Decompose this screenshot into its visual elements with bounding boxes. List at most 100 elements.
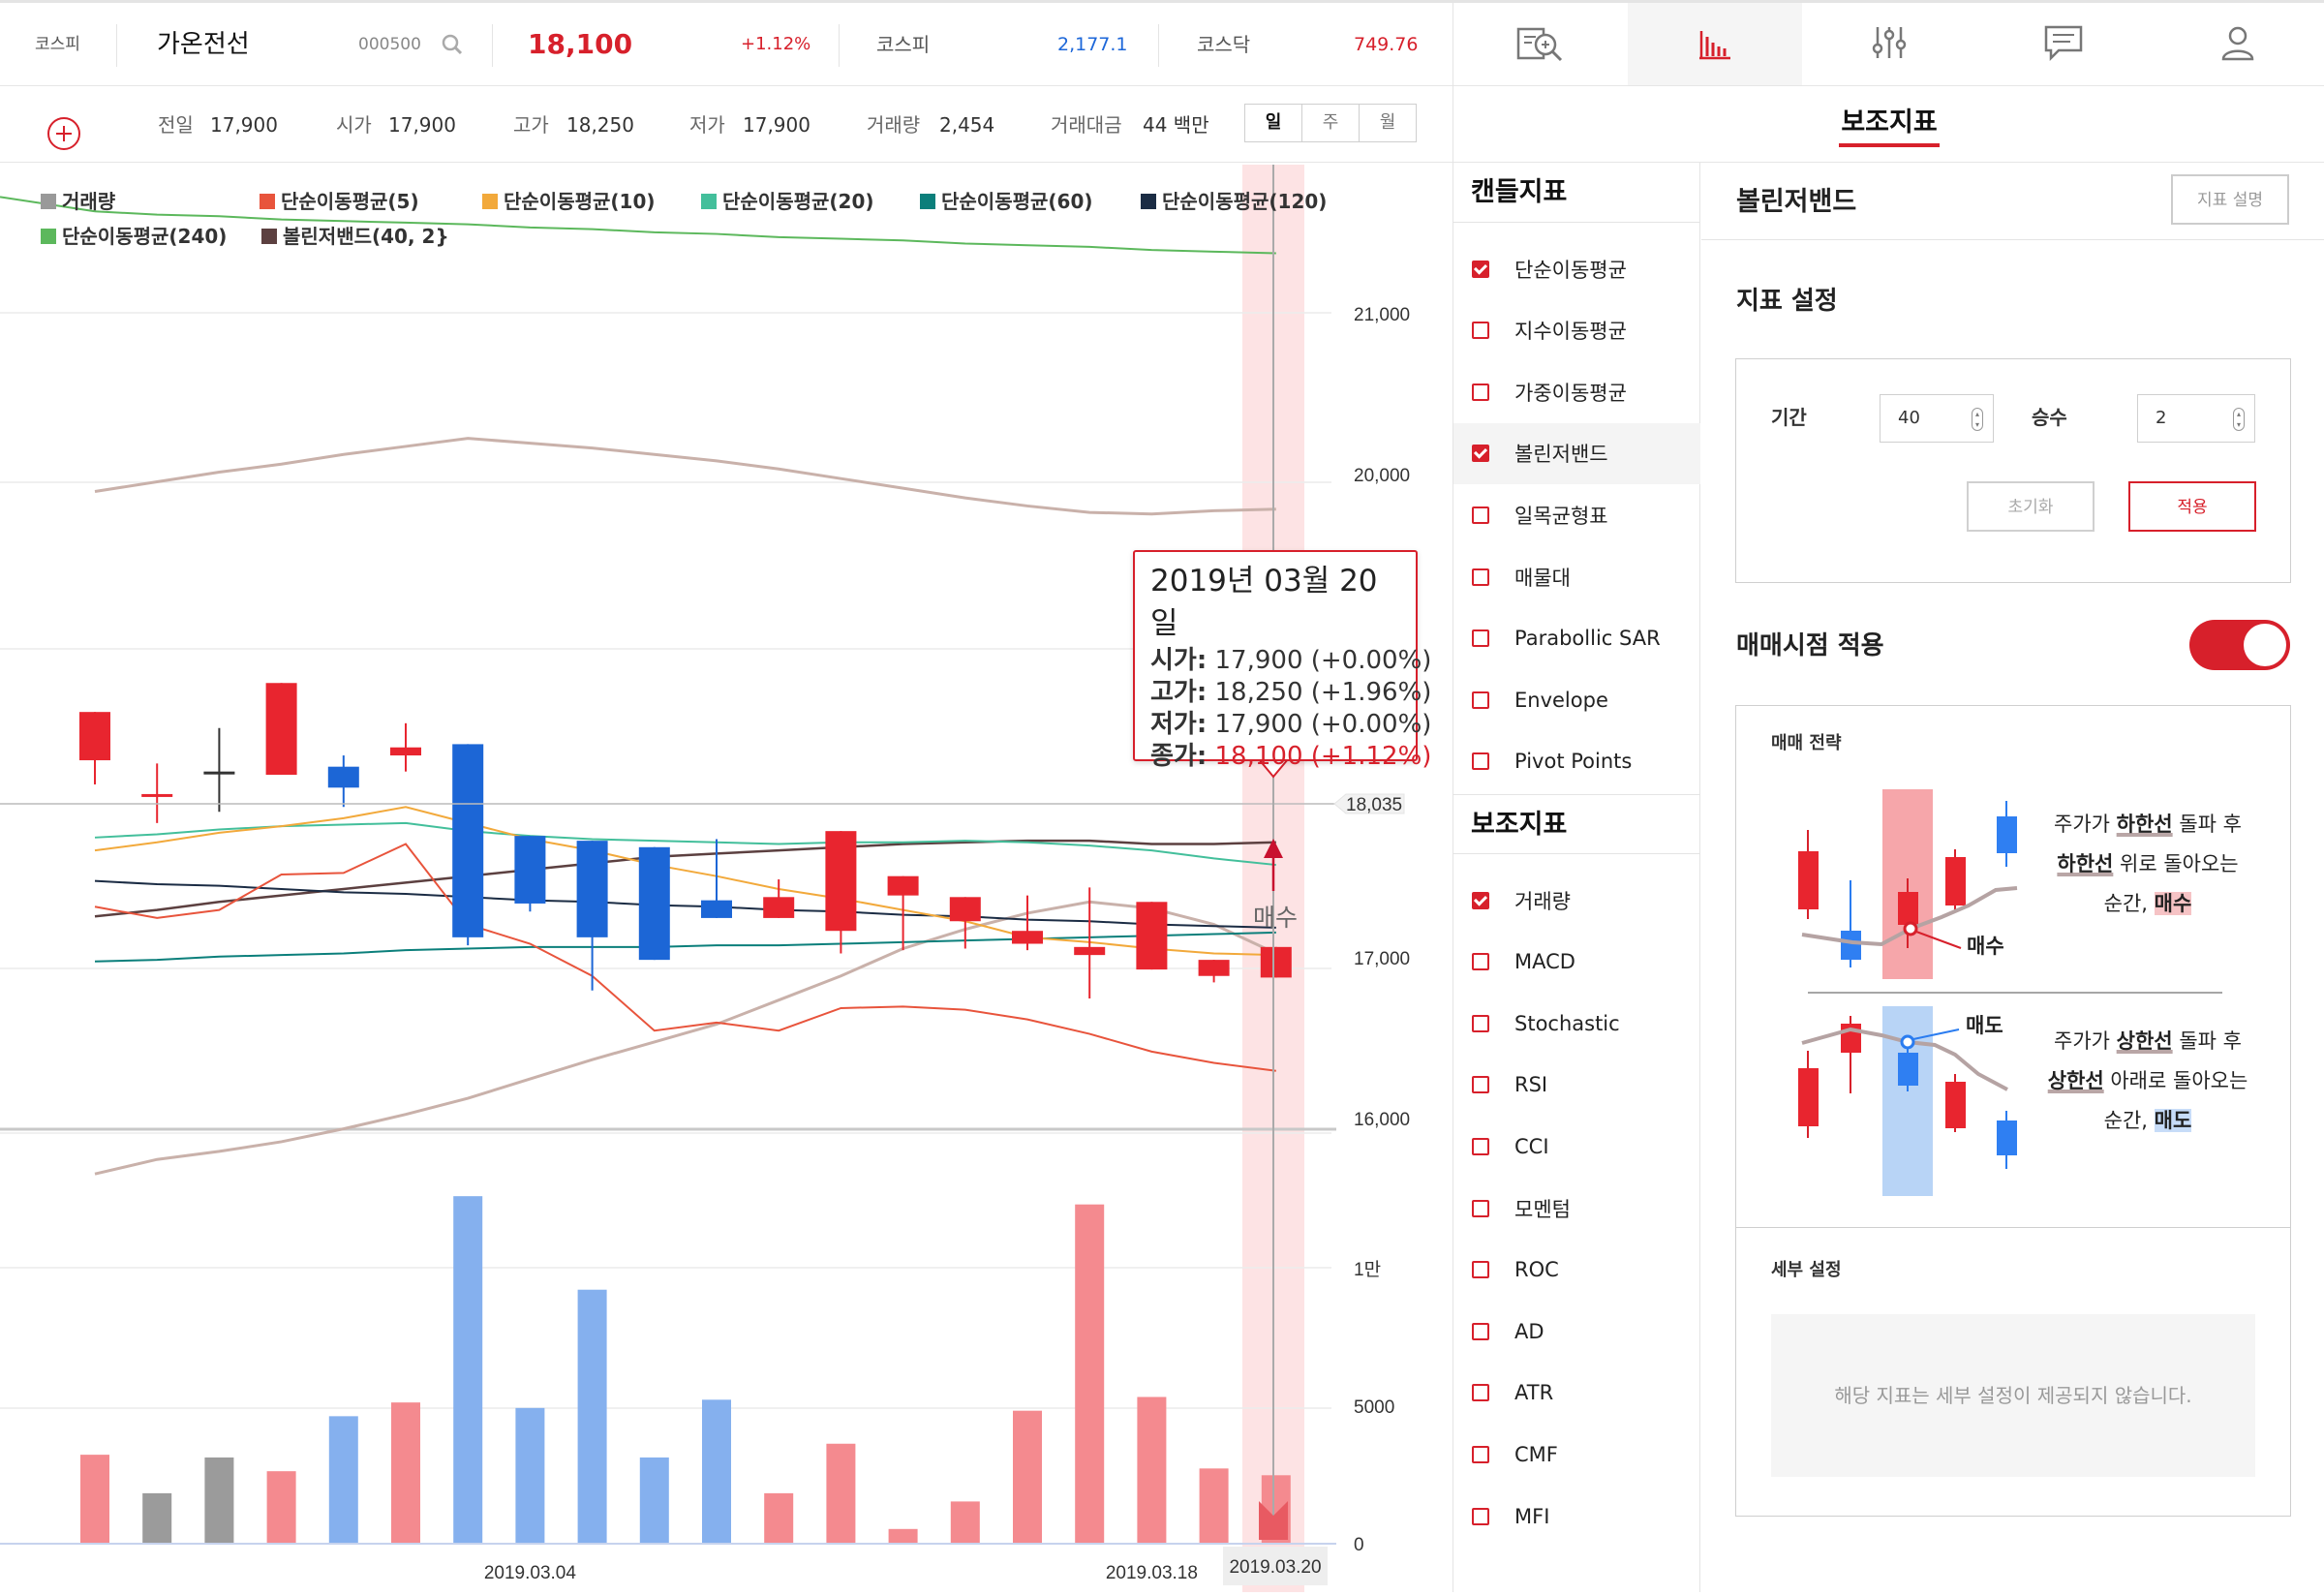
legend-label: 단순이동평균(20) — [722, 190, 874, 213]
stock-chart[interactable]: 21,000 20,000 17,000 16,000 1만 5000 0 2019.03.0… — [0, 165, 1452, 1592]
candle-body — [141, 793, 173, 797]
volume-bar — [142, 1492, 172, 1543]
tooltip-low-label: 저가: — [1150, 710, 1208, 739]
checkbox[interactable] — [1472, 383, 1489, 401]
candle-body — [203, 771, 235, 775]
search-icon[interactable] — [441, 33, 464, 56]
tab-search-chart[interactable] — [1453, 3, 1628, 85]
apply-button[interactable]: 적용 — [2128, 481, 2256, 532]
candle-section-title: 캔들지표 — [1453, 163, 1700, 223]
aux-indicator-item-label: CCI — [1514, 1134, 1549, 1158]
candle-indicator-item[interactable]: 매물대 — [1453, 546, 1700, 607]
volume-bar — [764, 1492, 794, 1543]
stepper-icon[interactable]: ▴ ▾ — [1972, 408, 1983, 431]
period-week[interactable]: 주 — [1302, 105, 1360, 141]
aux-indicator-item[interactable]: RSI — [1453, 1055, 1700, 1116]
period-month[interactable]: 월 — [1379, 112, 1396, 133]
aux-indicator-item-label: CMF — [1514, 1442, 1558, 1466]
aux-indicator-item[interactable]: MACD — [1453, 932, 1700, 993]
checkbox[interactable] — [1472, 1014, 1489, 1032]
checkbox[interactable] — [1472, 629, 1489, 648]
legend-swatch — [41, 229, 56, 244]
reset-button[interactable]: 초기화 — [1967, 481, 2095, 532]
tab-messages[interactable] — [1976, 3, 2151, 85]
checkbox[interactable] — [1472, 752, 1489, 771]
aux-indicator-item[interactable]: ROC — [1453, 1240, 1700, 1301]
index2-name: 코스닥 — [1197, 33, 1251, 56]
checkbox[interactable] — [1472, 1137, 1489, 1155]
checkbox[interactable] — [1472, 1445, 1489, 1463]
aux-indicator-item[interactable]: AD — [1453, 1301, 1700, 1362]
signal-toggle[interactable] — [2189, 620, 2290, 670]
checkbox[interactable] — [1472, 260, 1489, 278]
period-label: 기간 — [1771, 406, 1807, 429]
current-price: 18,100 — [528, 28, 633, 60]
aux-indicator-item[interactable]: CCI — [1453, 1116, 1700, 1177]
volume-bar — [702, 1399, 731, 1543]
legend-swatch — [701, 194, 717, 209]
checkbox[interactable] — [1472, 1076, 1489, 1094]
checkbox[interactable] — [1472, 1199, 1489, 1217]
stock-name[interactable]: 가온전선 — [157, 30, 250, 59]
tab-settings[interactable] — [1802, 3, 1976, 85]
aux-indicator-item[interactable]: MFI — [1453, 1486, 1700, 1547]
checkbox[interactable] — [1472, 1507, 1489, 1525]
checkbox[interactable] — [1472, 445, 1489, 463]
legend-swatch — [1141, 194, 1156, 209]
candle-indicator-item[interactable]: Parabollic SAR — [1453, 608, 1700, 669]
checkbox[interactable] — [1472, 891, 1489, 909]
checkbox[interactable] — [1472, 506, 1489, 524]
strategy-diagram — [1798, 789, 2222, 1196]
candle-body — [576, 841, 608, 937]
stepper-icon[interactable]: ▴ ▾ — [2233, 408, 2245, 431]
checkbox[interactable] — [1472, 322, 1489, 340]
aux-indicator-item[interactable]: 모멘텀 — [1453, 1178, 1700, 1239]
prev-label: 전일 — [158, 113, 194, 137]
volume-bar — [826, 1443, 856, 1543]
candle-indicator-item[interactable]: Pivot Points — [1453, 731, 1700, 792]
aux-indicator-item[interactable]: CMF — [1453, 1424, 1700, 1485]
line-ma120 — [94, 879, 1276, 929]
checkbox[interactable] — [1472, 1384, 1489, 1402]
buy-desc-line1: 주가가 하한선 돌파 후 — [2054, 813, 2242, 836]
candle-body — [638, 846, 670, 961]
legend-label: 단순이동평균(120) — [1162, 190, 1327, 213]
crosshair-value-tag — [1333, 793, 1405, 814]
candle-indicator-item[interactable]: 볼린저밴드 — [1453, 422, 1700, 484]
candle-indicator-item[interactable]: 가중이동평균 — [1453, 361, 1700, 422]
buy-arrow-icon — [1264, 839, 1283, 858]
help-button[interactable]: 지표 설명 — [2171, 174, 2289, 225]
bar-chart-icon — [1696, 23, 1734, 66]
candle-indicator-item[interactable]: Envelope — [1453, 669, 1700, 730]
buy-point-icon — [1903, 921, 1918, 936]
line-ma60 — [94, 931, 1276, 963]
tab-profile[interactable] — [2151, 3, 2324, 85]
chart-canvas[interactable]: 21,000 20,000 17,000 16,000 1만 5000 0 2019.03.0… — [0, 165, 1452, 1592]
checkbox[interactable] — [1472, 568, 1489, 586]
index1-name: 코스피 — [876, 33, 931, 56]
checkbox[interactable] — [1472, 1322, 1489, 1340]
aux-indicator-item[interactable]: 거래량 — [1453, 870, 1700, 931]
line-ma10 — [94, 806, 1276, 957]
period-input[interactable]: 40 ▴ ▾ — [1880, 394, 1994, 443]
candle-indicator-item[interactable]: 단순이동평균 — [1453, 238, 1700, 299]
aux-indicator-item[interactable]: Stochastic — [1453, 993, 1700, 1054]
candle-body — [79, 712, 110, 761]
multiplier-input[interactable]: 2 ▴ ▾ — [2137, 394, 2255, 443]
candle-indicator-item[interactable]: 지수이동평균 — [1453, 300, 1700, 361]
checkbox[interactable] — [1472, 953, 1489, 971]
period-day[interactable]: 일 — [1245, 105, 1302, 141]
price-tick-label: 21,000 — [1354, 305, 1410, 325]
index1-value: 2,177.1 — [1057, 34, 1128, 55]
x-tick-label: 2019.03.04 — [484, 1563, 577, 1583]
candle-indicator-item-label: 지수이동평균 — [1514, 320, 1627, 344]
add-icon[interactable] — [46, 107, 81, 150]
aux-indicator-item[interactable]: ATR — [1453, 1363, 1700, 1424]
candle-indicator-item[interactable]: 일목균형표 — [1453, 484, 1700, 545]
tooltip-date: 2019년 03월 20일 — [1150, 564, 1378, 641]
checkbox[interactable] — [1472, 691, 1489, 709]
checkbox[interactable] — [1472, 1261, 1489, 1279]
tooltip-high: 18,250 (+1.96%) — [1214, 678, 1432, 707]
tab-indicators[interactable] — [1628, 3, 1802, 85]
